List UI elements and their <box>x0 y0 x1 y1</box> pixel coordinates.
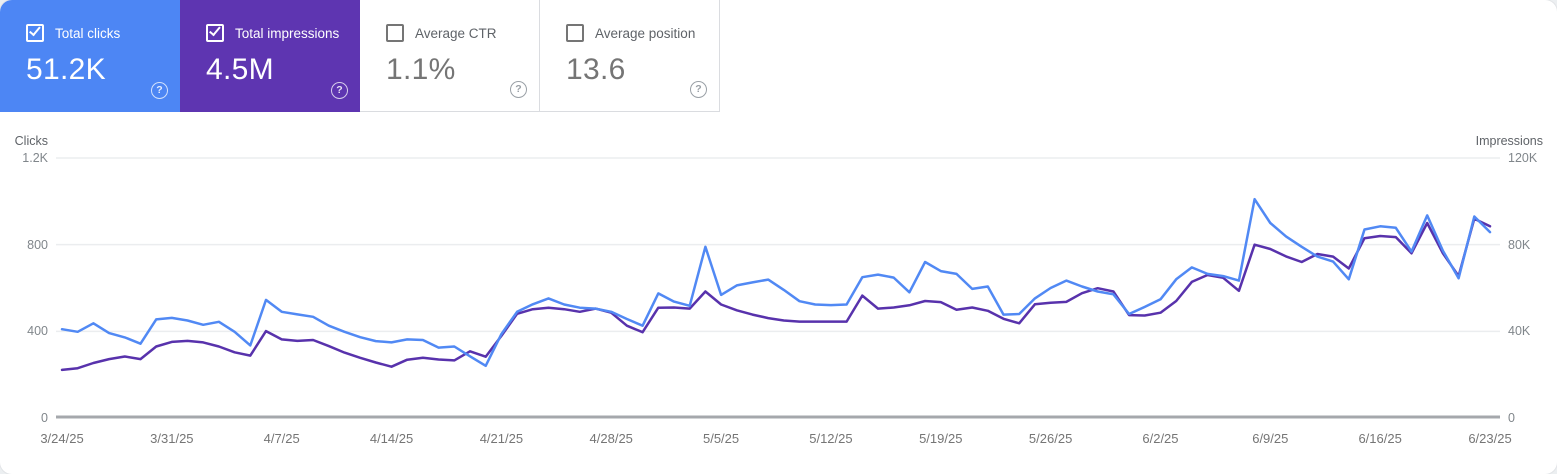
average-position-checkbox[interactable] <box>566 24 584 42</box>
card-label: Total impressions <box>235 25 340 41</box>
right-axis-tick: 80K <box>1508 237 1531 252</box>
average-ctr-checkbox[interactable] <box>386 24 404 42</box>
clicks-line <box>60 197 1492 368</box>
help-icon[interactable]: ? <box>690 81 707 98</box>
date-label: 6/9/25 <box>1252 431 1289 446</box>
right-axis-tick: 0 <box>1508 411 1515 425</box>
right-axis-tick: 40K <box>1508 324 1531 339</box>
card-value: 13.6 <box>566 53 626 86</box>
date-label: 4/28/25 <box>589 431 633 446</box>
date-label: 3/31/25 <box>150 431 194 446</box>
card-average-position[interactable]: Average position 13.6 ? <box>540 0 720 112</box>
date-label: 6/16/25 <box>1358 431 1402 446</box>
help-icon[interactable]: ? <box>510 81 527 98</box>
total-clicks-checkbox[interactable] <box>26 23 44 42</box>
left-axis-tick: 800 <box>27 237 48 252</box>
card-head: Total impressions <box>180 0 360 42</box>
impressions-line <box>60 217 1492 372</box>
card-average-ctr[interactable]: Average CTR 1.1% ? <box>360 0 540 112</box>
right-axis-title: Impressions <box>1475 134 1543 148</box>
date-label: 6/2/25 <box>1142 431 1179 446</box>
card-total-impressions[interactable]: Total impressions 4.5M ? <box>180 0 360 112</box>
card-label: Average CTR <box>415 25 497 41</box>
left-axis-tick: 400 <box>27 324 48 339</box>
checkmark-icon <box>209 23 221 37</box>
date-label: 5/19/25 <box>919 431 963 446</box>
date-label: 4/21/25 <box>479 431 524 446</box>
date-label: 4/7/25 <box>263 431 300 446</box>
help-icon[interactable]: ? <box>331 82 348 99</box>
left-axis-tick: 1.2K <box>22 151 48 165</box>
left-axis-tick: 0 <box>41 411 48 425</box>
performance-chart: Clicks Impressions 1.2K 800 400 0 120K 80K 40K… <box>0 112 1557 474</box>
card-label: Total clicks <box>55 25 121 41</box>
card-head: Average CTR <box>360 0 539 42</box>
date-label: 4/14/25 <box>369 431 414 446</box>
card-value: 1.1% <box>386 53 456 86</box>
right-axis-tick: 120K <box>1508 151 1538 165</box>
date-label: 5/12/25 <box>809 431 853 446</box>
checkmark-icon <box>29 23 41 37</box>
chart-plot-area[interactable] <box>0 112 1557 474</box>
total-impressions-checkbox[interactable] <box>206 23 224 42</box>
date-label: 6/23/25 <box>1468 431 1512 446</box>
date-label: 5/5/25 <box>702 431 740 446</box>
left-axis-title: Clicks <box>14 134 48 148</box>
metric-cards-row: Total clicks 51.2K ? Total impressions 4… <box>0 0 720 112</box>
date-label: 5/26/25 <box>1028 431 1073 446</box>
card-head: Total clicks <box>0 0 180 42</box>
date-label: 3/24/25 <box>40 431 84 446</box>
help-icon[interactable]: ? <box>151 82 168 99</box>
card-total-clicks[interactable]: Total clicks 51.2K ? <box>0 0 180 112</box>
card-label: Average position <box>595 25 696 41</box>
card-value: 51.2K <box>26 53 106 86</box>
card-value: 4.5M <box>206 53 274 86</box>
card-head: Average position <box>540 0 719 42</box>
